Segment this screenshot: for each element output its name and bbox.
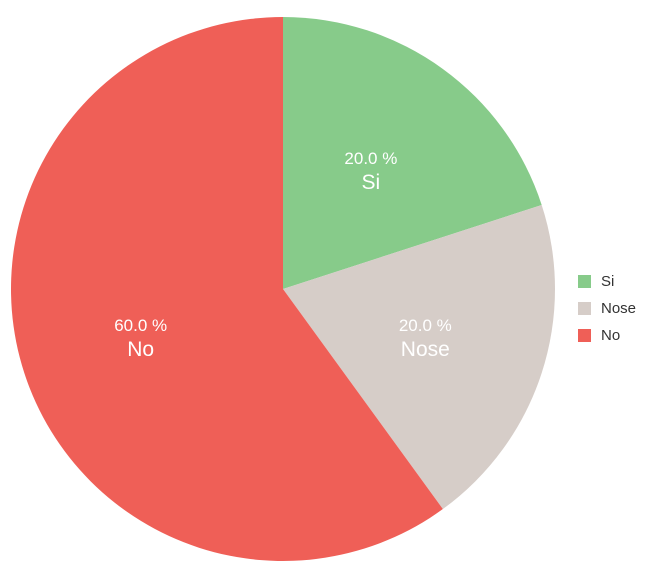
- pie-slice-si[interactable]: [283, 17, 542, 289]
- legend-item-nose[interactable]: Nose: [578, 295, 648, 322]
- slice-name-label-si: Si: [362, 171, 381, 194]
- legend-label-si: Si: [601, 273, 615, 290]
- legend-swatch-nose: [578, 302, 591, 315]
- slice-name-label-no: No: [127, 338, 154, 361]
- legend-swatch-si: [578, 275, 591, 288]
- legend-item-si[interactable]: Si: [578, 268, 648, 295]
- pie-slice-no[interactable]: [10, 17, 443, 561]
- slice-percent-label-si: 20.0 %: [344, 149, 397, 168]
- pie-slice-nose[interactable]: [283, 204, 556, 510]
- slice-name-label-nose: Nose: [401, 338, 450, 361]
- legend-label-nose: Nose: [601, 300, 637, 317]
- legend-swatch-no: [578, 329, 591, 342]
- legend-label-no: No: [601, 327, 621, 344]
- chart-legend: Si Nose No: [578, 268, 648, 349]
- slice-percent-label-nose: 20.0 %: [399, 316, 452, 335]
- legend-item-no[interactable]: No: [578, 322, 648, 349]
- slice-percent-label-no: 60.0 %: [114, 316, 167, 335]
